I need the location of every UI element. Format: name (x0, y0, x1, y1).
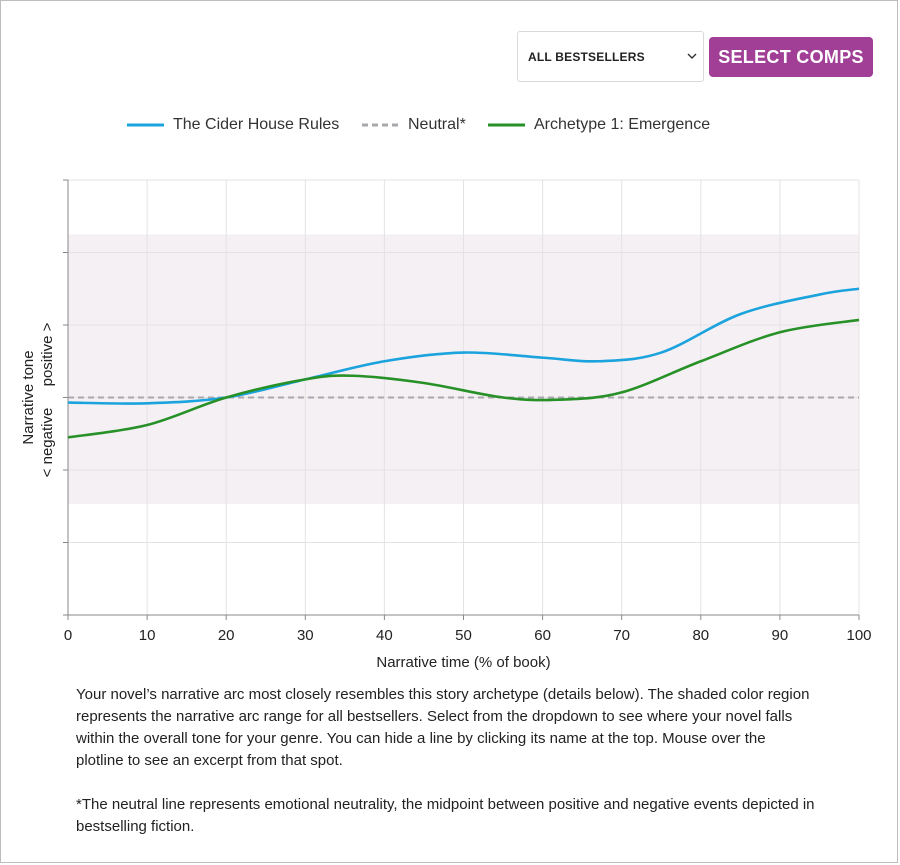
x-tick-label: 60 (534, 627, 551, 644)
select-comps-button[interactable]: SELECT COMPS (709, 37, 873, 77)
y-axis-positive-label: positive > (39, 322, 56, 386)
chart-legend: The Cider House Rules Neutral* Archetype… (0, 116, 900, 138)
chart-description: Your novel’s narrative arc most closely … (76, 684, 816, 860)
x-tick-label: 100 (846, 627, 871, 644)
narrative-arc-chart: 0 10 20 30 40 50 60 70 80 90 100 Narrative time (% … (20, 179, 872, 671)
series-line-archetype-1-emergence (67, 318, 860, 439)
x-tick-label: 20 (218, 627, 235, 644)
x-tick-label: 10 (139, 627, 156, 644)
legend-item-cider-house-rules[interactable]: The Cider House Rules (127, 116, 339, 134)
genre-dropdown[interactable]: ALL BESTSELLERS (517, 31, 704, 82)
legend-label: Neutral* (408, 116, 466, 133)
x-tick-label: 50 (455, 627, 472, 644)
legend-item-neutral[interactable]: Neutral* (362, 116, 466, 134)
description-paragraph: Your novel’s narrative arc most closely … (76, 686, 810, 769)
genre-dropdown-value: ALL BESTSELLERS (528, 50, 645, 64)
x-tick-label: 0 (64, 627, 72, 644)
legend-item-archetype[interactable]: Archetype 1: Emergence (488, 116, 710, 134)
y-axis-title: Narrative tone (20, 350, 37, 444)
legend-line-icon (127, 123, 164, 127)
x-tick-label: 70 (613, 627, 630, 644)
footnote-paragraph: *The neutral line represents emotional n… (76, 796, 815, 835)
legend-label: Archetype 1: Emergence (534, 116, 711, 133)
x-tick-label: 90 (772, 627, 789, 644)
x-tick-label: 30 (297, 627, 314, 644)
legend-line-icon (488, 123, 525, 127)
y-axis-negative-label: < negative (39, 408, 56, 478)
x-axis-label: Narrative time (% of book) (376, 654, 550, 671)
legend-label: The Cider House Rules (173, 116, 340, 133)
chevron-down-icon (687, 53, 697, 59)
x-tick-label: 80 (692, 627, 709, 644)
legend-dashed-line-icon (362, 123, 399, 127)
x-tick-label: 40 (376, 627, 393, 644)
